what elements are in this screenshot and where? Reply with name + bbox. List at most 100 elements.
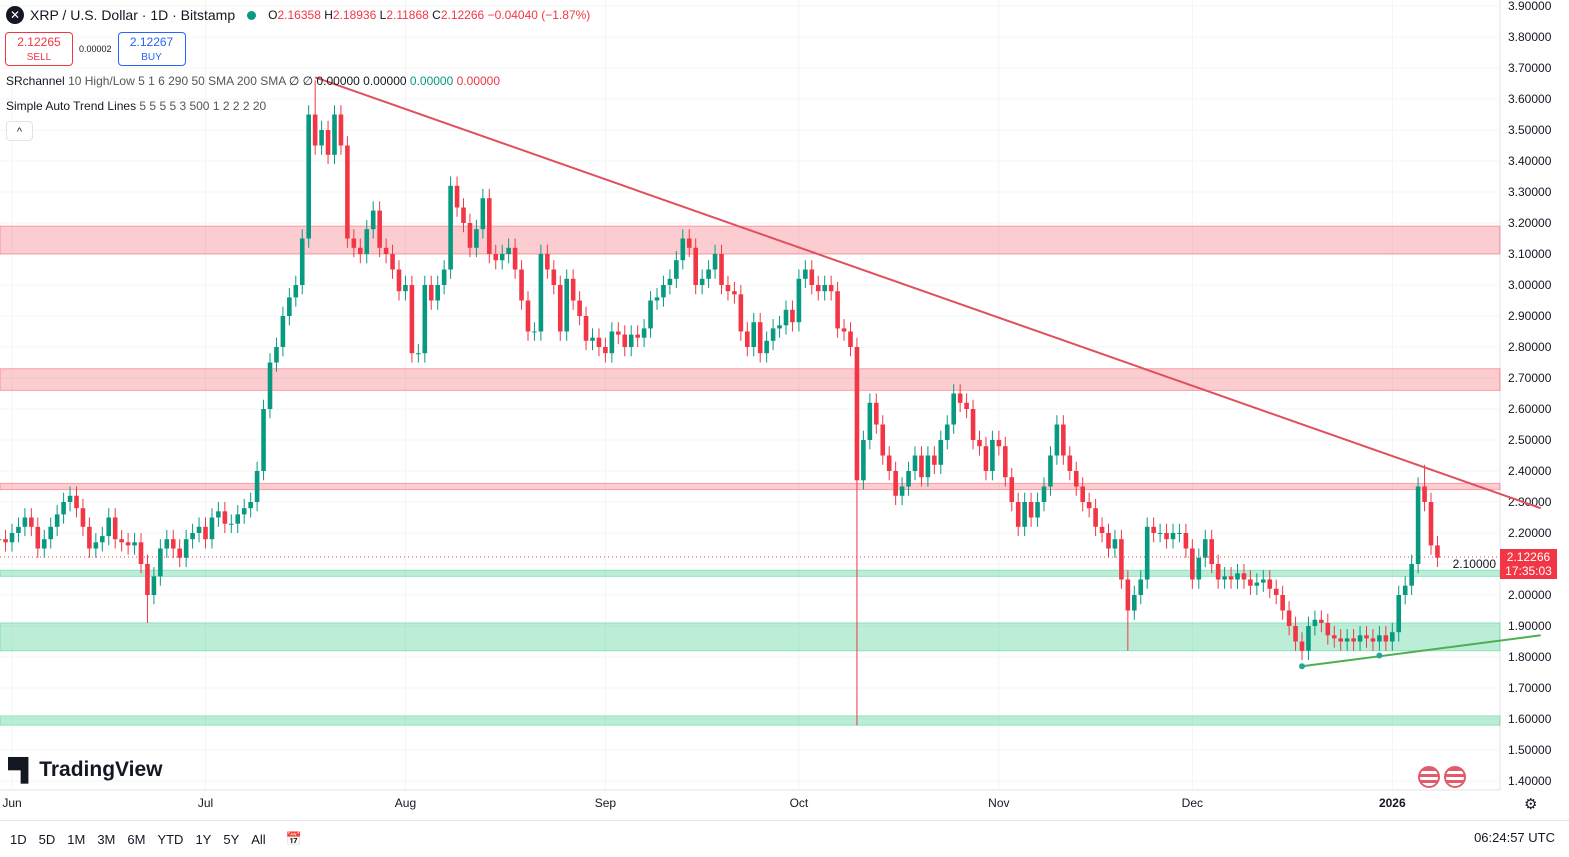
candle-body	[964, 402, 969, 409]
candle-body	[603, 347, 608, 354]
candle	[803, 260, 808, 289]
candle-body	[1312, 619, 1318, 626]
candle	[538, 244, 544, 341]
candle	[345, 136, 350, 248]
y-tick-label: 1.80000	[1508, 650, 1552, 664]
symbol-title[interactable]: XRP / U.S. Dollar · 1D · Bitstamp	[30, 7, 236, 23]
x-tick-label: 2026	[1379, 796, 1406, 810]
candle-body	[990, 440, 995, 471]
us-flag-event-icon[interactable]	[1444, 766, 1466, 788]
candle	[512, 238, 518, 279]
tf-6m[interactable]: 6M	[127, 831, 146, 847]
x-tick-label: Aug	[395, 796, 416, 810]
tf-3m[interactable]: 3M	[97, 831, 116, 847]
candle	[1022, 492, 1027, 537]
candle-body	[351, 238, 357, 248]
candle	[641, 319, 647, 347]
buy-button[interactable]: 2.12267 BUY	[117, 32, 186, 66]
candle-body	[1028, 502, 1034, 518]
candle	[1235, 564, 1240, 589]
candle	[1028, 492, 1034, 527]
candle	[93, 533, 99, 558]
candle	[403, 275, 408, 301]
events-icons[interactable]	[1418, 766, 1466, 788]
candle-body	[983, 446, 989, 471]
candle	[1138, 570, 1144, 605]
candle	[738, 285, 744, 341]
candle	[132, 533, 137, 555]
candle	[661, 275, 666, 307]
candle-body	[1099, 526, 1105, 533]
candle-body	[680, 238, 686, 261]
candle-body	[1319, 619, 1324, 623]
candle	[138, 533, 144, 574]
candle-body	[119, 539, 124, 543]
candle	[235, 505, 241, 533]
candle-body	[1364, 635, 1369, 639]
candle-body	[1286, 610, 1292, 626]
candle	[480, 188, 486, 239]
candle-body	[1183, 533, 1189, 549]
ohlc-values: O2.16358 H2.18936 L2.11868 C2.12266 −0.0…	[268, 8, 591, 22]
tf-all[interactable]: All	[251, 831, 266, 847]
candle	[719, 244, 724, 295]
candle	[377, 201, 382, 258]
candle	[796, 269, 802, 332]
candle	[1196, 548, 1202, 589]
candle-body	[29, 517, 34, 527]
price-chart[interactable]: 3.90000 3.80000 3.70000 3.60000 3.50000 3.400…	[0, 0, 1569, 820]
candle	[151, 567, 157, 605]
candle-body	[1280, 595, 1285, 611]
tf-5d[interactable]: 5D	[38, 831, 56, 847]
indicator-srchannel[interactable]: SRchannel 10 High/Low 5 1 6 290 50 SMA 2…	[6, 74, 501, 88]
candle	[777, 316, 782, 338]
candle	[1364, 626, 1369, 648]
sell-button[interactable]: 2.12265 SELL	[5, 32, 73, 66]
candle-body	[87, 526, 92, 549]
settings-gear-icon[interactable]: ⚙	[1524, 796, 1538, 813]
candle-body	[325, 130, 331, 155]
indicator-trend-lines[interactable]: Simple Auto Trend Lines 5 5 5 5 3 500 1 …	[6, 99, 267, 113]
date-range-calendar-icon[interactable]: 📅	[285, 831, 302, 846]
collapse-legend-button[interactable]: ^	[6, 121, 33, 141]
candle-body	[170, 539, 176, 549]
candle	[783, 300, 789, 335]
candle-body	[1119, 539, 1124, 580]
candle	[699, 269, 705, 295]
candle-body	[1351, 638, 1356, 642]
tf-1m[interactable]: 1M	[67, 831, 86, 847]
y-tick-label: 2.40000	[1508, 464, 1552, 478]
y-tick-label: 1.60000	[1508, 712, 1552, 726]
candle	[886, 446, 892, 481]
tradingview-logo[interactable]: ▀▌ TradingView	[8, 757, 163, 782]
candle	[1164, 523, 1169, 549]
tf-1y[interactable]: 1Y	[195, 831, 212, 847]
candle-body	[777, 325, 782, 329]
candle-body	[1306, 626, 1311, 651]
candle-body	[319, 130, 324, 146]
us-flag-event-icon[interactable]	[1418, 766, 1440, 788]
candle-body	[616, 331, 621, 335]
candle	[1119, 529, 1124, 589]
y-tick-label: 2.60000	[1508, 402, 1552, 416]
y-tick-label: 3.70000	[1508, 61, 1552, 75]
candle-body	[1132, 595, 1137, 611]
candle-body	[306, 114, 311, 239]
tf-ytd[interactable]: YTD	[157, 831, 184, 847]
candle	[822, 275, 827, 301]
candle	[1112, 529, 1118, 558]
tf-5y[interactable]: 5Y	[223, 831, 240, 847]
candle-body	[409, 285, 415, 354]
candle	[280, 306, 286, 357]
candle	[1144, 517, 1150, 589]
candle	[1357, 626, 1363, 651]
candle	[1202, 529, 1208, 568]
candle-body	[970, 409, 976, 440]
y-tick-label: 3.30000	[1508, 185, 1552, 199]
candle	[1151, 517, 1156, 543]
tf-1d[interactable]: 1D	[10, 831, 27, 847]
candle	[1054, 415, 1060, 465]
candle	[216, 502, 221, 527]
candle	[861, 430, 866, 490]
x-tick-label: Jul	[198, 796, 213, 810]
